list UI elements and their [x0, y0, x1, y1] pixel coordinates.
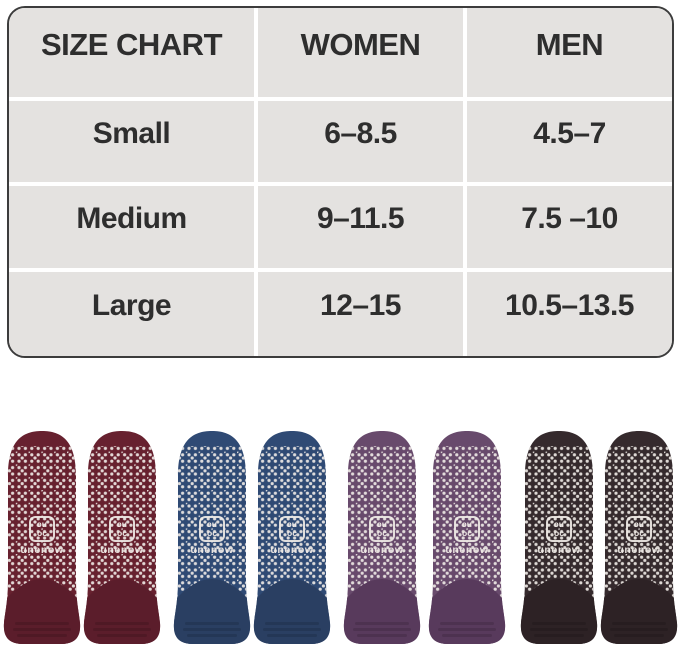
women-size-medium: 9–11.5	[258, 186, 463, 268]
sock-heel	[3, 579, 81, 644]
logo-monogram-bottom: oc	[634, 528, 644, 538]
size-label-small: Small	[9, 101, 254, 182]
brand-wordmark: unenow	[617, 544, 660, 556]
brand-logo-icon	[369, 516, 395, 542]
sock-heel	[520, 579, 598, 644]
logo-monogram-top: ɔu	[554, 519, 564, 529]
size-chart-table: SIZE CHART WOMEN MEN Small 6–8.5 4.5–7 M…	[7, 6, 674, 358]
women-size-large: 12–15	[258, 272, 463, 356]
logo-monogram-top: ɔu	[207, 519, 217, 529]
sock-heel	[173, 579, 251, 644]
logo-monogram-top: ɔu	[117, 519, 127, 529]
logo-monogram-bottom: oc	[287, 528, 297, 538]
logo-monogram-bottom: oc	[37, 528, 47, 538]
logo-monogram-bottom: oc	[377, 528, 387, 538]
brand-logo-icon	[546, 516, 572, 542]
logo-monogram-top: ɔu	[37, 519, 47, 529]
header-men: MEN	[467, 8, 672, 97]
sock-heel	[343, 579, 421, 644]
sock-heel	[600, 579, 678, 644]
sock-heel	[83, 579, 161, 644]
brand-wordmark: unenow	[100, 544, 143, 556]
sock-heel	[428, 579, 506, 644]
brand-wordmark: unenow	[360, 544, 403, 556]
brand-logo-icon	[626, 516, 652, 542]
socks-illustration: ɔuocunenowɔuocunenowɔuocunenowɔuocunenow…	[3, 431, 678, 644]
sock-heel	[253, 579, 331, 644]
brand-logo-icon	[109, 516, 135, 542]
brand-wordmark: unenow	[445, 544, 488, 556]
brand-wordmark: unenow	[190, 544, 233, 556]
men-size-medium: 7.5 –10	[467, 186, 672, 268]
logo-monogram-top: ɔu	[287, 519, 297, 529]
brand-logo-icon	[279, 516, 305, 542]
brand-wordmark: unenow	[20, 544, 63, 556]
socks-photo: ɔu oc unenow ɔu oc unenow ɔu oc unenow ɔu oc unenow…	[0, 420, 679, 648]
brand-logo-icon	[454, 516, 480, 542]
men-size-large: 10.5–13.5	[467, 272, 672, 356]
logo-monogram-bottom: oc	[117, 528, 127, 538]
logo-monogram-top: ɔu	[377, 519, 387, 529]
header-size-chart: SIZE CHART	[9, 8, 254, 97]
logo-monogram-bottom: oc	[554, 528, 564, 538]
size-label-medium: Medium	[9, 186, 254, 268]
brand-wordmark: unenow	[537, 544, 580, 556]
brand-logo-icon	[199, 516, 225, 542]
brand-logo-icon	[29, 516, 55, 542]
logo-monogram-bottom: oc	[207, 528, 217, 538]
size-label-large: Large	[9, 272, 254, 356]
logo-monogram-top: ɔu	[634, 519, 644, 529]
logo-monogram-bottom: oc	[462, 528, 472, 538]
men-size-small: 4.5–7	[467, 101, 672, 182]
women-size-small: 6–8.5	[258, 101, 463, 182]
brand-wordmark: unenow	[270, 544, 313, 556]
logo-monogram-top: ɔu	[462, 519, 472, 529]
header-women: WOMEN	[258, 8, 463, 97]
